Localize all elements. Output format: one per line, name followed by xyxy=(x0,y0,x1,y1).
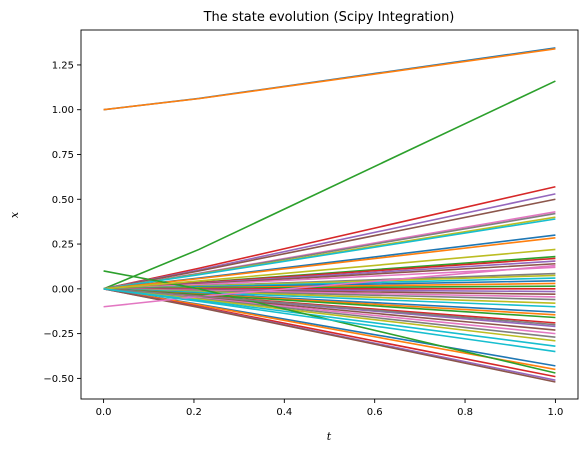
series-line-48 xyxy=(103,248,556,290)
series-line-9 xyxy=(103,218,556,290)
x-tick-label: 0.4 xyxy=(276,407,292,418)
y-tick-label: 1.00 xyxy=(52,105,74,116)
x-tick-label: 0.8 xyxy=(457,407,473,418)
series-line-45 xyxy=(103,288,556,383)
x-tick-label: 0.0 xyxy=(96,407,112,418)
y-axis-label: x xyxy=(8,211,21,218)
y-tick-label: −0.25 xyxy=(43,329,74,340)
series-line-2 xyxy=(103,80,556,290)
y-axis: −0.50 −0.25 0.00 0.25 0.50 0.75 1.00 1.25 xyxy=(43,60,81,385)
x-tick-label: 0.6 xyxy=(367,407,383,418)
series-line-42 xyxy=(103,270,556,374)
y-tick-label: 1.25 xyxy=(52,60,74,71)
y-tick-label: 0.25 xyxy=(52,240,74,251)
y-tick-label: −0.50 xyxy=(43,374,74,385)
plot-series-group xyxy=(103,47,556,383)
series-line-1 xyxy=(103,48,556,111)
x-tick-label: 0.2 xyxy=(186,407,202,418)
series-line-0 xyxy=(103,47,556,111)
x-tick-label: 1.0 xyxy=(547,407,563,418)
y-tick-label: 0.50 xyxy=(52,195,74,206)
series-line-49 xyxy=(103,288,556,353)
x-axis: 0.0 0.2 0.4 0.6 0.8 1.0 xyxy=(96,399,563,418)
series-line-47 xyxy=(103,288,556,326)
x-axis-label: t xyxy=(327,430,332,443)
chart-title: The state evolution (Scipy Integration) xyxy=(203,10,455,25)
y-tick-label: 0.00 xyxy=(52,284,74,295)
plot-frame xyxy=(80,29,579,400)
y-tick-label: 0.75 xyxy=(52,150,74,161)
